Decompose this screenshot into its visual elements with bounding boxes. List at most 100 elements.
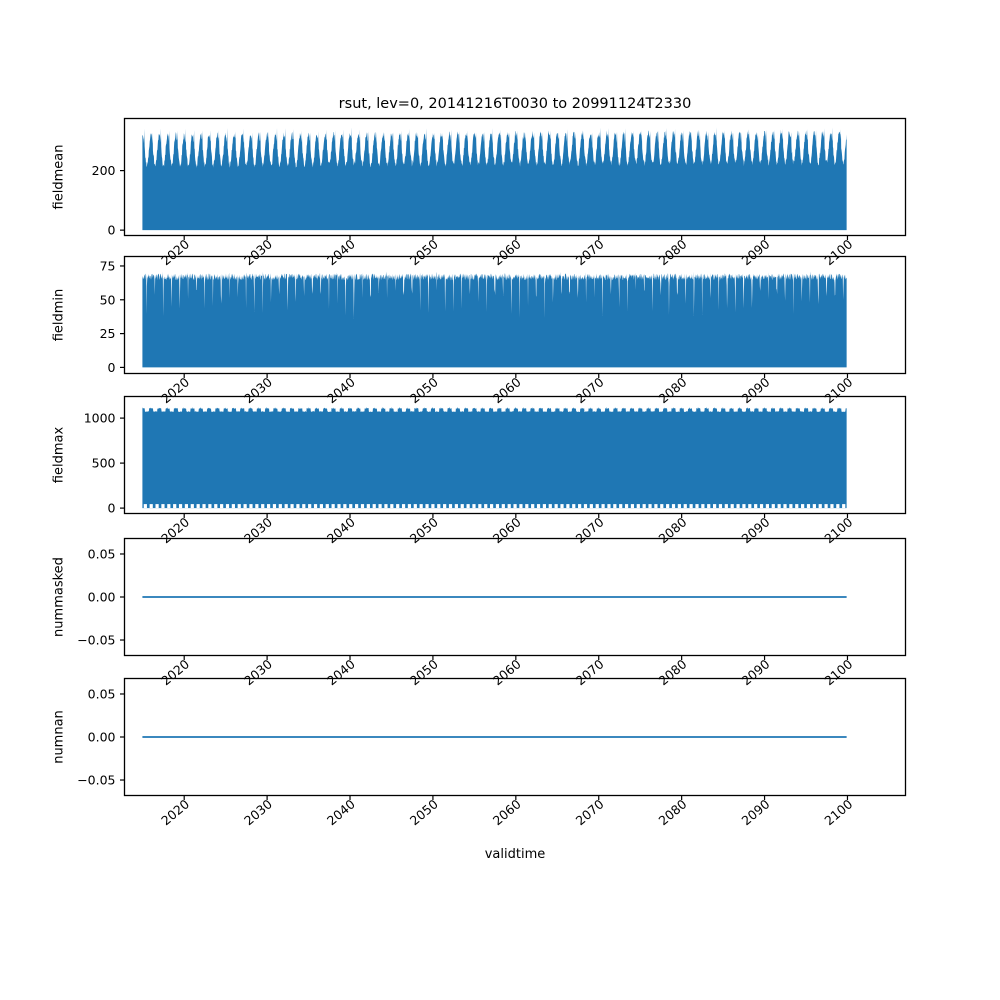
y-axis-label-fieldmean: fieldmean (52, 145, 67, 210)
x-tick-label: 2050 (407, 374, 441, 406)
x-tick-label: 2090 (738, 656, 772, 688)
series-basenotch (413, 504, 417, 509)
x-tick-label: 2030 (241, 374, 275, 406)
series-basenotch (542, 504, 546, 509)
y-axis-label-fieldmin: fieldmin (52, 289, 67, 342)
y-tick-label: 200 (92, 163, 116, 178)
series-basenotch (748, 504, 752, 509)
x-tick-label: 2030 (241, 236, 275, 268)
series-basenotch (460, 504, 464, 509)
series-basenotch (178, 504, 183, 509)
series-basenotch (566, 504, 570, 509)
series-basenotch (237, 504, 241, 509)
series-basenotch (560, 504, 564, 509)
x-tick-label: 2080 (656, 236, 690, 268)
x-tick-label: 2020 (158, 656, 192, 688)
y-tick-label: 75 (100, 258, 116, 273)
series-basenotch (190, 504, 194, 509)
panel-data-fieldmean (142, 127, 847, 231)
series-basenotch (296, 504, 300, 509)
series-basenotch (249, 504, 253, 509)
series-basenotch (671, 504, 676, 509)
series-basenotch (407, 504, 412, 509)
series-basenotch (184, 504, 189, 509)
series-basenotch (525, 504, 529, 509)
series-basenotch (355, 504, 359, 509)
x-tick-label: 2080 (656, 796, 690, 828)
series-basenotch (478, 504, 482, 509)
panel-nummasked: −0.05 0.00 0.05 nummasked 2020 2030 2040 2050 20… (52, 537, 907, 688)
series-basenotch (489, 504, 494, 509)
series-basenotch (343, 504, 347, 509)
series-area-fieldmean (142, 127, 847, 231)
series-basenotch (366, 504, 370, 509)
series-basenotch (654, 504, 658, 509)
x-tick-label: 2080 (656, 514, 690, 546)
series-basenotch (666, 504, 670, 509)
series-basenotch (448, 504, 453, 509)
series-basenotch (349, 504, 353, 509)
series-basenotch (736, 504, 740, 509)
series-basenotch (337, 504, 341, 509)
series-basenotch (290, 504, 294, 509)
series-basenotch (431, 504, 435, 509)
series-basenotch (812, 504, 816, 509)
y-tick-label: 500 (92, 456, 116, 471)
series-basenotch (278, 504, 282, 509)
series-basenotch (642, 504, 646, 509)
x-tick-label: 2070 (573, 374, 607, 406)
x-tick-label: 2070 (573, 796, 607, 828)
series-basenotch (718, 504, 723, 509)
x-tick-label: 2030 (241, 796, 275, 828)
series-basenotch (272, 504, 277, 509)
x-tick-label: 2100 (821, 796, 855, 828)
series-basenotch (712, 504, 717, 509)
x-tick-label: 2030 (241, 514, 275, 546)
series-basenotch (689, 504, 693, 509)
x-tick-label: 2100 (821, 656, 855, 688)
series-basenotch (801, 504, 805, 509)
series-basenotch (783, 504, 787, 509)
x-tick-label: 2100 (821, 236, 855, 268)
x-tick-label: 2020 (158, 236, 192, 268)
x-axis-label: validtime (485, 847, 546, 862)
x-tick-label: 2080 (656, 374, 690, 406)
x-tick-label: 2060 (490, 514, 524, 546)
series-basenotch (660, 504, 664, 509)
series-basenotch (167, 504, 171, 509)
series-basenotch (683, 504, 687, 509)
series-basenotch (806, 504, 811, 509)
y-axis-label-fieldmax: fieldmax (52, 427, 67, 484)
series-basenotch (425, 504, 429, 509)
x-tick-label: 2050 (407, 514, 441, 546)
series-basenotch (742, 504, 746, 509)
y-tick-label: 50 (100, 292, 116, 307)
series-basenotch (818, 504, 822, 509)
series-basenotch (795, 504, 799, 509)
series-basenotch (495, 504, 500, 509)
x-tick-label: 2020 (158, 374, 192, 406)
series-basenotch (149, 504, 153, 509)
panel-frame (123, 395, 907, 515)
series-basenotch (155, 504, 159, 509)
series-basenotch (695, 504, 699, 509)
series-basenotch (724, 504, 728, 509)
series-basenotch (284, 504, 288, 509)
chart-title: rsut, lev=0, 20141216T0030 to 20991124T2… (339, 96, 692, 112)
x-tick-label: 2020 (158, 796, 192, 828)
y-tick-label: 0.00 (88, 590, 116, 605)
series-basenotch (313, 504, 318, 509)
series-basenotch (484, 504, 488, 509)
x-tick-label: 2090 (738, 796, 772, 828)
x-tick-label: 2070 (573, 236, 607, 268)
series-basenotch (261, 504, 265, 509)
series-basenotch (630, 504, 635, 509)
series-basenotch (595, 504, 599, 509)
series-basenotch (765, 504, 770, 509)
series-basenotch (701, 504, 705, 509)
x-tick-label: 2100 (821, 514, 855, 546)
series-basenotch (196, 504, 200, 509)
series-basenotch (202, 504, 206, 509)
series-area-fieldmax (142, 406, 847, 509)
